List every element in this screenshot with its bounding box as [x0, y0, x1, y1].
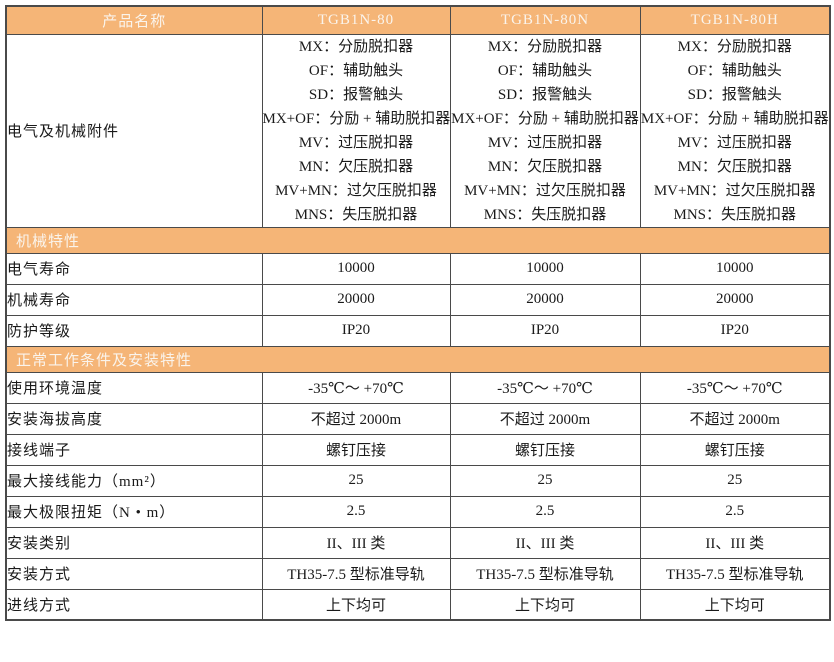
spec-row: 防护等级 IP20 IP20 IP20 — [5, 314, 831, 347]
spec-label: 最大极限扭矩（N • m） — [5, 495, 263, 528]
accessory-line: OF：辅助触头 — [497, 62, 593, 79]
header-row: 产品名称 TGB1N-80 TGB1N-80N TGB1N-80H — [5, 5, 831, 35]
accessories-list: MX：分励脱扣器 OF：辅助触头 SD：报警触头 MX+OF：分励 + 辅助脱扣… — [639, 33, 831, 228]
accessory-line: MV：过压脱扣器 — [677, 134, 792, 151]
spec-value: TH35-7.5 型标准导轨 — [261, 557, 451, 590]
section-band-mechanical: 机械特性 — [5, 226, 831, 254]
accessory-line: MNS：失压脱扣器 — [483, 206, 607, 223]
spec-value: 螺钉压接 — [639, 433, 831, 466]
spec-label: 电气寿命 — [5, 252, 263, 285]
spec-value: 10000 — [449, 252, 641, 285]
spec-label: 安装海拔高度 — [5, 402, 263, 435]
spec-value: 25 — [639, 464, 831, 497]
accessory-line: MX+OF：分励 + 辅助脱扣器 — [640, 110, 829, 127]
spec-value: 25 — [261, 464, 451, 497]
spec-row: 机械寿命 20000 20000 20000 — [5, 283, 831, 316]
accessory-line: MN：欠压脱扣器 — [677, 158, 792, 175]
accessory-line: MX+OF：分励 + 辅助脱扣器 — [451, 110, 639, 127]
spec-value: -35℃～ +70℃ — [639, 371, 831, 404]
spec-value: 上下均可 — [449, 588, 641, 621]
spec-value: 不超过 2000m — [261, 402, 451, 435]
spec-value: -35℃～ +70℃ — [261, 371, 451, 404]
spec-value: 上下均可 — [261, 588, 451, 621]
spec-value: II、III 类 — [639, 526, 831, 559]
accessory-line: OF：辅助触头 — [308, 62, 404, 79]
accessory-line: MNS：失压脱扣器 — [673, 206, 796, 223]
spec-value: 2.5 — [261, 495, 451, 528]
accessories-list: MX：分励脱扣器 OF：辅助触头 SD：报警触头 MX+OF：分励 + 辅助脱扣… — [261, 33, 451, 228]
product-column-header: TGB1N-80H — [639, 5, 831, 35]
accessory-line: MNS：失压脱扣器 — [294, 206, 418, 223]
accessories-list: MX：分励脱扣器 OF：辅助触头 SD：报警触头 MX+OF：分励 + 辅助脱扣… — [449, 33, 641, 228]
spec-row: 安装海拔高度 不超过 2000m 不超过 2000m 不超过 2000m — [5, 402, 831, 435]
spec-row: 接线端子 螺钉压接 螺钉压接 螺钉压接 — [5, 433, 831, 466]
spec-value: 不超过 2000m — [639, 402, 831, 435]
accessory-line: SD：报警触头 — [497, 86, 593, 103]
spec-value: 10000 — [639, 252, 831, 285]
spec-value: IP20 — [639, 314, 831, 347]
accessory-line: MN：欠压脱扣器 — [298, 158, 414, 175]
accessory-line: SD：报警触头 — [687, 86, 782, 103]
spec-value: 不超过 2000m — [449, 402, 641, 435]
accessory-line: MV：过压脱扣器 — [298, 134, 414, 151]
accessory-line: MX：分励脱扣器 — [677, 38, 792, 55]
accessory-line: MX：分励脱扣器 — [487, 38, 603, 55]
spec-row: 电气寿命 10000 10000 10000 — [5, 252, 831, 285]
spec-value: II、III 类 — [261, 526, 451, 559]
spec-value: IP20 — [449, 314, 641, 347]
spec-value: II、III 类 — [449, 526, 641, 559]
spec-value: IP20 — [261, 314, 451, 347]
accessory-line: MX：分励脱扣器 — [298, 38, 414, 55]
product-column-header: TGB1N-80 — [261, 5, 451, 35]
spec-value: 2.5 — [639, 495, 831, 528]
spec-label: 进线方式 — [5, 588, 263, 621]
spec-row: 最大极限扭矩（N • m） 2.5 2.5 2.5 — [5, 495, 831, 528]
product-spec-table: 产品名称 TGB1N-80 TGB1N-80N TGB1N-80H 电气及机械附… — [5, 5, 831, 621]
accessory-line: MV+MN：过欠压脱扣器 — [464, 182, 626, 199]
accessory-line: OF：辅助触头 — [687, 62, 782, 79]
spec-value: TH35-7.5 型标准导轨 — [449, 557, 641, 590]
spec-value: -35℃～ +70℃ — [449, 371, 641, 404]
section-title: 机械特性 — [5, 226, 831, 254]
section-band-installation: 正常工作条件及安装特性 — [5, 345, 831, 373]
spec-row: 进线方式 上下均可 上下均可 上下均可 — [5, 588, 831, 621]
spec-value: 螺钉压接 — [449, 433, 641, 466]
spec-value: 10000 — [261, 252, 451, 285]
accessory-line: MV：过压脱扣器 — [487, 134, 603, 151]
spec-value: 20000 — [639, 283, 831, 316]
accessory-line: MX+OF：分励 + 辅助脱扣器 — [262, 110, 451, 127]
spec-label: 接线端子 — [5, 433, 263, 466]
spec-value: 螺钉压接 — [261, 433, 451, 466]
accessory-line: MN：欠压脱扣器 — [487, 158, 603, 175]
spec-row: 使用环境温度 -35℃～ +70℃ -35℃～ +70℃ -35℃～ +70℃ — [5, 371, 831, 404]
product-name-header: 产品名称 — [5, 5, 263, 35]
product-column-header: TGB1N-80N — [449, 5, 641, 35]
spec-value: 2.5 — [449, 495, 641, 528]
accessory-line: MV+MN：过欠压脱扣器 — [653, 182, 816, 199]
spec-row: 安装类别 II、III 类 II、III 类 II、III 类 — [5, 526, 831, 559]
spec-value: 20000 — [261, 283, 451, 316]
spec-label: 最大接线能力（mm²） — [5, 464, 263, 497]
spec-label: 安装方式 — [5, 557, 263, 590]
spec-row: 安装方式 TH35-7.5 型标准导轨 TH35-7.5 型标准导轨 TH35-… — [5, 557, 831, 590]
spec-label: 机械寿命 — [5, 283, 263, 316]
spec-row: 最大接线能力（mm²） 25 25 25 — [5, 464, 831, 497]
spec-value: TH35-7.5 型标准导轨 — [639, 557, 831, 590]
accessories-label: 电气及机械附件 — [5, 33, 263, 228]
spec-label: 安装类别 — [5, 526, 263, 559]
section-title: 正常工作条件及安装特性 — [5, 345, 831, 373]
spec-label: 防护等级 — [5, 314, 263, 347]
spec-value: 20000 — [449, 283, 641, 316]
accessory-line: SD：报警触头 — [308, 86, 404, 103]
spec-value: 上下均可 — [639, 588, 831, 621]
accessories-row: 电气及机械附件 MX：分励脱扣器 OF：辅助触头 SD：报警触头 MX+OF：分… — [5, 33, 831, 228]
spec-value: 25 — [449, 464, 641, 497]
spec-label: 使用环境温度 — [5, 371, 263, 404]
accessory-line: MV+MN：过欠压脱扣器 — [275, 182, 437, 199]
